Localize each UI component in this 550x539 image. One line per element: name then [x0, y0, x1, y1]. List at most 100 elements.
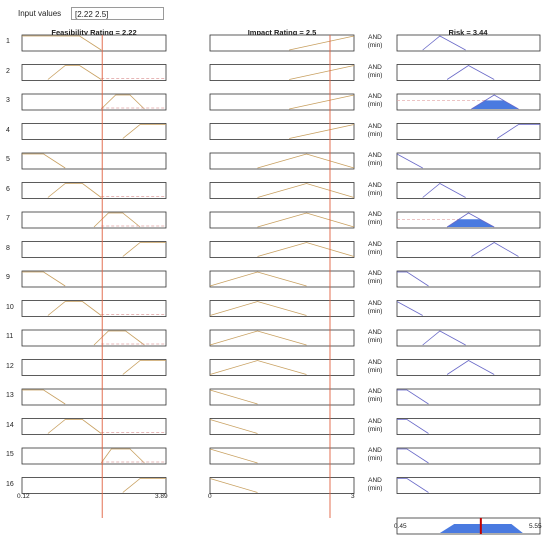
feasibility-mf-line [93, 330, 145, 346]
feasibility-mf-line [22, 153, 66, 169]
and-min-operator: AND (min) [360, 270, 390, 286]
risk-rule-plot[interactable] [396, 388, 541, 406]
feasibility-mf-line [47, 419, 102, 434]
risk-rule-plot[interactable] [396, 34, 541, 52]
feasibility-rule-plot[interactable] [21, 93, 167, 111]
rule-number: 1 [6, 38, 10, 45]
and-min-operator: AND (min) [360, 300, 390, 316]
input-values-field[interactable]: [2.22 2.5] [71, 7, 164, 20]
feasibility-rule-plot[interactable] [21, 123, 167, 140]
and-label: AND [368, 447, 382, 454]
impact-max-tick: 3 [351, 493, 355, 500]
impact-rule-plot[interactable] [209, 34, 355, 52]
feasibility-rule-plot[interactable] [21, 34, 167, 52]
rule-number: 14 [6, 421, 14, 429]
feasibility-rule-plot[interactable] [21, 152, 167, 170]
impact-mf-line [289, 65, 355, 80]
impact-rule-plot[interactable] [209, 418, 355, 435]
risk-rule-plot[interactable] [396, 300, 541, 317]
risk-rule-plot[interactable] [396, 359, 541, 376]
and-label: AND [368, 181, 382, 189]
risk-mf-line [397, 389, 429, 405]
and-min-operator: AND (min) [360, 211, 390, 227]
min-label: (min) [367, 366, 383, 374]
risk-rule-plot[interactable] [396, 64, 541, 81]
risk-rule-plot[interactable] [396, 447, 541, 465]
impact-rule-plot[interactable] [209, 64, 355, 81]
min-label: (min) [367, 189, 383, 197]
risk-rule-plot[interactable] [396, 182, 541, 199]
feasibility-mf-line [100, 94, 145, 110]
risk-mf-line [446, 65, 495, 80]
rule-number: 7 [6, 215, 10, 222]
feasibility-rule-plot[interactable] [21, 388, 167, 406]
feasibility-mf-line [93, 212, 141, 228]
impact-rule-plot[interactable] [209, 388, 355, 406]
impact-rule-plot[interactable] [209, 447, 355, 465]
impact-mf-line [209, 330, 307, 346]
risk-mf-line [397, 448, 429, 464]
feasibility-rule-plot[interactable] [21, 211, 167, 229]
risk-rule-plot[interactable] [396, 270, 541, 288]
risk-mf-line [446, 212, 495, 228]
min-label: (min) [367, 307, 383, 315]
feasibility-rule-plot[interactable] [21, 359, 167, 376]
impact-mf-line [257, 183, 355, 198]
feasibility-mf-line [22, 271, 66, 287]
risk-mf-line [422, 35, 466, 51]
feasibility-rule-plot[interactable] [21, 270, 167, 288]
risk-rule-plot[interactable] [396, 477, 541, 494]
risk-mf-line [397, 478, 429, 493]
impact-rule-plot[interactable] [209, 477, 355, 494]
risk-rule-plot[interactable] [396, 152, 541, 170]
impact-rule-plot[interactable] [209, 93, 355, 111]
risk-mf-line [422, 330, 466, 346]
and-label: AND [368, 358, 382, 366]
impact-mf-line [209, 419, 258, 434]
impact-mf-line [209, 478, 258, 493]
risk-max-tick: 5.55 [529, 523, 542, 530]
feasibility-mf-line [122, 242, 166, 257]
rule-number: 5 [6, 156, 10, 163]
feasibility-rule-plot[interactable] [21, 477, 167, 494]
feasibility-rule-plot[interactable] [21, 241, 167, 258]
risk-rule-plot[interactable] [396, 123, 541, 140]
risk-rule-plot[interactable] [396, 329, 541, 347]
feasibility-mf-line [122, 478, 166, 493]
min-label: (min) [367, 278, 383, 285]
and-label: AND [368, 476, 382, 484]
and-min-operator: AND (min) [360, 123, 390, 139]
and-label: AND [368, 152, 382, 159]
feasibility-rule-plot[interactable] [21, 64, 167, 81]
min-label: (min) [367, 337, 383, 344]
and-min-operator: AND (min) [360, 329, 390, 345]
and-min-operator: AND (min) [360, 418, 390, 434]
feasibility-min-tick: 0.12 [17, 493, 30, 500]
feasibility-rule-plot[interactable] [21, 300, 167, 317]
impact-title: Impact Rating = 2.5 [247, 28, 317, 37]
feasibility-rule-plot[interactable] [21, 329, 167, 347]
feasibility-rule-plot[interactable] [21, 447, 167, 465]
risk-rule-plot[interactable] [396, 241, 541, 258]
and-min-operator: AND (min) [360, 34, 390, 50]
risk-mf-line [471, 242, 519, 257]
risk-fired-area [447, 219, 495, 227]
risk-mf-line [496, 124, 540, 139]
min-label: (min) [367, 71, 383, 79]
input-values-label: Input values [18, 9, 62, 18]
min-label: (min) [367, 396, 383, 403]
rule-number: 16 [6, 480, 14, 488]
and-label: AND [368, 240, 382, 248]
impact-rule-plot[interactable] [209, 123, 355, 140]
risk-rule-plot[interactable] [396, 93, 541, 111]
and-min-operator: AND (min) [360, 388, 390, 404]
min-label: (min) [367, 101, 383, 108]
feasibility-rule-plot[interactable] [21, 418, 167, 435]
feasibility-rule-plot[interactable] [21, 182, 167, 199]
impact-mf-line [289, 94, 355, 110]
risk-rule-plot[interactable] [396, 418, 541, 435]
and-min-operator: AND (min) [360, 477, 390, 493]
feasibility-title: Feasibility Rating = 2.22 [51, 28, 137, 37]
feasibility-mf-line [122, 360, 166, 375]
